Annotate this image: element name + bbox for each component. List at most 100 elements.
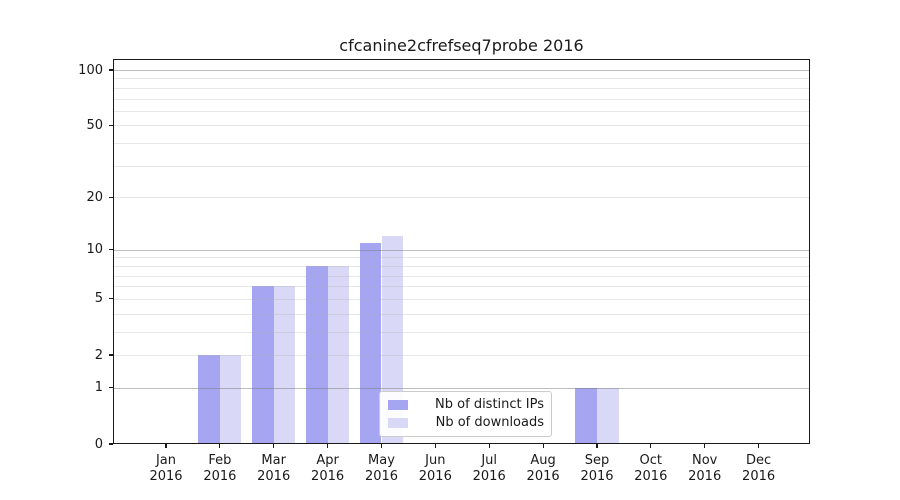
bar-downloads-mar bbox=[273, 286, 296, 444]
gridline-major bbox=[113, 387, 810, 389]
x-tick-year: 2016 bbox=[418, 469, 452, 484]
y-tick-label: 50 bbox=[86, 117, 103, 133]
x-tick-year: 2016 bbox=[742, 469, 776, 484]
x-tick-mark bbox=[650, 444, 652, 448]
y-tick-mark bbox=[109, 249, 113, 251]
x-tick-label: Nov 2016 bbox=[675, 453, 735, 485]
gridline-minor bbox=[113, 275, 810, 277]
x-tick-mark bbox=[327, 444, 329, 448]
gridline-minor bbox=[113, 98, 810, 100]
x-tick-mark bbox=[380, 444, 383, 448]
y-tick-label: 1 bbox=[94, 380, 103, 396]
y-tick-mark bbox=[109, 443, 113, 445]
y-tick-label: 10 bbox=[86, 242, 103, 258]
x-tick-label: Dec 2016 bbox=[729, 453, 789, 485]
x-tick-label: Feb 2016 bbox=[190, 453, 250, 485]
x-tick-month: Jan bbox=[155, 453, 177, 468]
x-tick-label: May 2016 bbox=[352, 453, 412, 485]
x-tick-month: Nov bbox=[692, 453, 718, 468]
x-tick-mark bbox=[165, 444, 167, 448]
x-tick-month: Mar bbox=[261, 453, 286, 468]
x-tick-year: 2016 bbox=[472, 469, 506, 484]
y-tick-mark bbox=[109, 69, 113, 71]
bar-distinct-ips-apr bbox=[306, 265, 328, 444]
x-tick-label: Mar 2016 bbox=[244, 453, 304, 485]
legend-item-distinct-ips: Nb of distinct IPs bbox=[388, 397, 544, 413]
legend-swatch-distinct-ips bbox=[388, 400, 408, 410]
x-tick-label: Jan 2016 bbox=[136, 453, 196, 485]
gridline-minor bbox=[113, 331, 810, 333]
gridline-minor bbox=[113, 355, 810, 356]
gridline-minor bbox=[113, 110, 810, 112]
legend: Nb of distinct IPs Nb of downloads bbox=[379, 391, 552, 437]
x-tick-label: Aug 2016 bbox=[513, 453, 573, 485]
x-tick-label: Sep 2016 bbox=[567, 453, 627, 485]
gridline-minor bbox=[113, 313, 810, 315]
x-tick-month: Feb bbox=[208, 453, 232, 468]
x-tick-month: Apr bbox=[316, 453, 339, 468]
x-tick-label: Apr 2016 bbox=[298, 453, 358, 485]
gridline-minor bbox=[113, 143, 810, 145]
x-tick-year: 2016 bbox=[688, 469, 722, 484]
x-tick-year: 2016 bbox=[311, 469, 345, 484]
y-tick-mark bbox=[109, 196, 113, 198]
bar-distinct-ips-may bbox=[359, 242, 382, 444]
x-tick-month: Sep bbox=[584, 453, 610, 468]
gridline-minor bbox=[113, 165, 810, 167]
bar-distinct-ips-feb bbox=[198, 355, 220, 444]
y-tick-label: 20 bbox=[86, 189, 103, 205]
x-tick-label: Oct 2016 bbox=[621, 453, 681, 485]
x-tick-month: Oct bbox=[639, 453, 663, 468]
gridline-minor bbox=[113, 78, 810, 80]
bar-downloads-apr bbox=[327, 265, 350, 444]
gridline-major bbox=[113, 70, 810, 71]
y-tick-mark bbox=[109, 124, 113, 126]
chart-title: cfcanine2cfrefseq7probe 2016 bbox=[339, 36, 584, 55]
x-tick-month: Jul bbox=[481, 453, 498, 468]
x-tick-mark bbox=[542, 444, 544, 448]
x-tick-year: 2016 bbox=[149, 469, 183, 484]
x-tick-year: 2016 bbox=[526, 469, 560, 484]
x-tick-month: Dec bbox=[746, 453, 772, 468]
gridline-major bbox=[113, 249, 810, 251]
y-tick-label: 5 bbox=[94, 291, 103, 307]
x-tick-mark bbox=[488, 444, 490, 448]
x-tick-month: Aug bbox=[530, 453, 556, 468]
bar-distinct-ips-sep bbox=[575, 387, 597, 444]
y-tick-label: 2 bbox=[94, 347, 103, 363]
x-tick-year: 2016 bbox=[580, 469, 614, 484]
legend-label-downloads: Nb of downloads bbox=[435, 415, 544, 430]
y-tick-mark bbox=[109, 298, 113, 300]
x-tick-year: 2016 bbox=[364, 469, 399, 484]
legend-item-downloads: Nb of downloads bbox=[388, 415, 544, 431]
x-tick-mark bbox=[434, 444, 436, 448]
y-tick-mark bbox=[109, 354, 113, 356]
x-tick-year: 2016 bbox=[257, 469, 291, 484]
x-tick-month: Jun bbox=[425, 453, 446, 468]
x-tick-year: 2016 bbox=[203, 469, 237, 484]
x-tick-mark bbox=[219, 444, 221, 448]
gridline-minor bbox=[113, 125, 810, 127]
gridline-minor bbox=[113, 298, 810, 300]
x-tick-year: 2016 bbox=[634, 469, 668, 484]
gridline-minor bbox=[113, 197, 810, 199]
y-tick-mark bbox=[109, 387, 113, 389]
x-tick-month: May bbox=[368, 453, 395, 468]
bar-downloads-feb bbox=[219, 355, 242, 444]
bar-downloads-sep bbox=[597, 387, 619, 444]
gridline-minor bbox=[113, 257, 810, 259]
x-tick-label: Jul 2016 bbox=[459, 453, 519, 485]
bar-distinct-ips-mar bbox=[252, 286, 274, 444]
x-tick-mark bbox=[758, 444, 760, 448]
x-tick-label: Jun 2016 bbox=[405, 453, 465, 485]
x-tick-mark bbox=[596, 444, 598, 448]
legend-swatch-downloads bbox=[388, 418, 408, 428]
gridline-minor bbox=[113, 265, 810, 267]
legend-label-distinct-ips: Nb of distinct IPs bbox=[435, 397, 544, 412]
gridline-minor bbox=[113, 87, 810, 89]
x-tick-mark bbox=[273, 444, 275, 448]
y-tick-label: 100 bbox=[78, 62, 103, 78]
gridline-minor bbox=[113, 286, 810, 288]
y-tick-label: 0 bbox=[94, 436, 103, 452]
